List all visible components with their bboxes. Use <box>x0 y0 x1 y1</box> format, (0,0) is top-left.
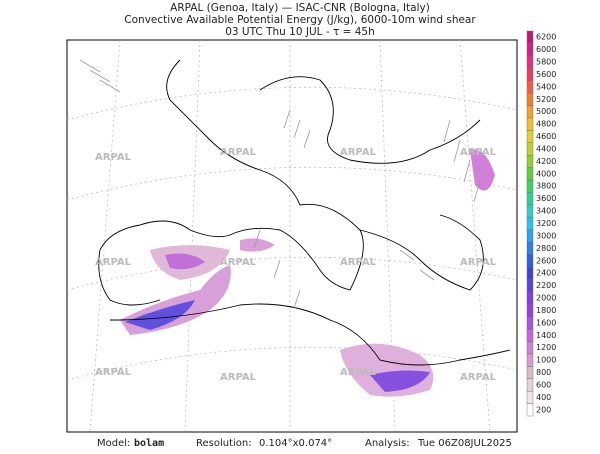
colorbar-box <box>526 30 534 44</box>
colorbar-box <box>526 254 534 268</box>
colorbar-label: 3400 <box>536 207 556 216</box>
colorbar-label: 4000 <box>536 169 556 178</box>
watermark: ARPAL <box>95 367 132 378</box>
colorbar-label: 600 <box>536 380 551 389</box>
colorbar-box <box>526 390 534 404</box>
colorbar-label: 3800 <box>536 182 556 191</box>
colorbar-box <box>526 366 534 379</box>
colorbar-label: 2400 <box>536 269 556 278</box>
colorbar-label: 200 <box>536 405 551 414</box>
colorbar-box <box>526 92 534 106</box>
colorbar-box <box>526 403 534 417</box>
colorbar-label: 4600 <box>536 132 556 141</box>
colorbar-box <box>526 80 534 94</box>
colorbar-box <box>526 55 534 69</box>
colorbar-box <box>526 229 534 243</box>
colorbar-label: 5200 <box>536 95 556 104</box>
header-line: Convective Available Potential Energy (J… <box>124 14 476 26</box>
watermark: ARPAL <box>340 367 377 378</box>
watermark: ARPAL <box>95 257 132 268</box>
colorbar-label: 400 <box>536 393 551 402</box>
cape-field <box>120 149 495 397</box>
colorbar-label: 2600 <box>536 256 556 265</box>
colorbar-box <box>526 266 534 280</box>
colorbar-box <box>526 117 534 131</box>
colorbar-box <box>526 341 534 355</box>
watermark: ARPAL <box>95 152 132 163</box>
colorbar-label: 1600 <box>536 318 556 327</box>
colorbar-label: 2000 <box>536 294 556 303</box>
colorbar-box <box>526 68 534 81</box>
watermark: ARPAL <box>340 147 377 158</box>
colorbar-label: 800 <box>536 368 551 377</box>
colorbar-box <box>526 204 534 218</box>
colorbar-label: 4800 <box>536 120 556 129</box>
colorbar-box <box>526 378 534 392</box>
colorbar-label: 5400 <box>536 82 556 91</box>
colorbar-box <box>526 43 534 57</box>
footer-value: Tue 06Z08JUL2025 <box>417 438 512 449</box>
colorbar-label: 5800 <box>536 58 556 67</box>
colorbar-box <box>526 316 534 330</box>
map <box>66 39 518 433</box>
colorbar-box <box>526 167 534 181</box>
watermark: ARPAL <box>220 257 257 268</box>
header-line: 03 UTC Thu 10 JUL - τ = 45h <box>225 26 375 38</box>
colorbar-box <box>526 241 534 255</box>
watermark: ARPAL <box>220 147 257 158</box>
colorbar-box <box>526 353 534 367</box>
watermark: ARPAL <box>220 372 257 383</box>
watermark: ARPAL <box>460 147 497 158</box>
footer-label: Resolution: <box>196 438 252 449</box>
colorbar-label: 3200 <box>536 219 556 228</box>
colorbar-box <box>526 130 534 143</box>
colorbar-box <box>526 328 534 342</box>
header-line: ARPAL (Genoa, Italy) — ISAC-CNR (Bologna… <box>170 2 430 14</box>
colorbar-label: 5600 <box>536 70 556 79</box>
colorbar-box <box>526 179 534 193</box>
colorbar-label: 4400 <box>536 144 556 153</box>
colorbar-label: 1200 <box>536 343 556 352</box>
colorbar-label: 2200 <box>536 281 556 290</box>
colorbar-box <box>526 279 534 293</box>
colorbar-label: 6000 <box>536 45 556 54</box>
colorbar-label: 4200 <box>536 157 556 166</box>
colorbar-label: 1400 <box>536 331 556 340</box>
colorbar-box <box>526 105 534 119</box>
colorbar-box <box>526 192 534 206</box>
colorbar-box <box>526 142 534 156</box>
watermark: ARPAL <box>460 372 497 383</box>
footer-label: Analysis: <box>365 438 410 449</box>
colorbar-box <box>526 304 534 317</box>
watermark: ARPAL <box>460 257 497 268</box>
colorbar-box <box>526 154 534 168</box>
footer-label: Model: <box>97 438 130 449</box>
colorbar-box <box>526 217 534 230</box>
colorbar-label: 1000 <box>536 356 556 365</box>
colorbar-label: 3600 <box>536 194 556 203</box>
footer-value: 0.104°x0.074° <box>259 438 332 449</box>
watermark: ARPAL <box>340 257 377 268</box>
colorbar-label: 1800 <box>536 306 556 315</box>
footer-value: bolam <box>134 438 164 449</box>
colorbar-label: 2800 <box>536 244 556 253</box>
colorbar-label: 6200 <box>536 33 556 42</box>
colorbar-label: 3000 <box>536 231 556 240</box>
colorbar-label: 5000 <box>536 107 556 116</box>
colorbar-box <box>526 291 534 305</box>
